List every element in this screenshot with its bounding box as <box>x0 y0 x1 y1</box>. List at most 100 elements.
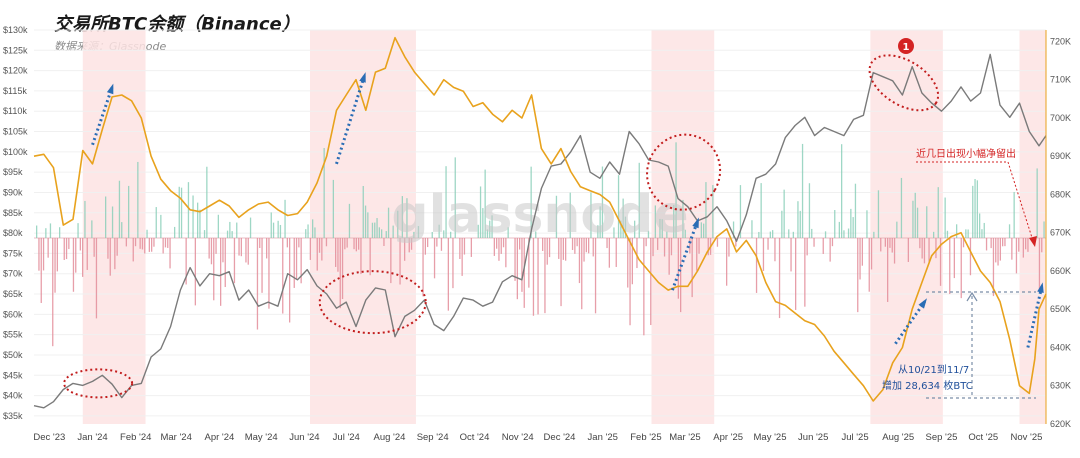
y-left-tick-label: $80k <box>3 228 23 238</box>
inflow-bar <box>1008 224 1011 238</box>
outflow-bar <box>689 238 691 254</box>
inflow-bar <box>406 198 408 238</box>
y-left-tick-label: $110k <box>3 106 27 116</box>
inflow-bar <box>178 186 180 238</box>
flow-bars <box>34 142 1046 347</box>
inflow-bar <box>371 222 374 238</box>
outflow-bar <box>887 238 889 302</box>
inflow-bar <box>647 230 650 238</box>
outflow-bar <box>139 238 141 249</box>
outflow-bar <box>615 238 617 267</box>
outflow-bar <box>436 238 438 247</box>
inflow-bar <box>397 210 399 238</box>
inflow-bar <box>758 231 760 238</box>
inflow-bar <box>933 231 935 238</box>
inflow-bar <box>332 179 334 238</box>
inflow-bar <box>808 183 811 238</box>
y-left-tick-label: $75k <box>3 248 23 258</box>
inflow-bar <box>801 143 804 238</box>
inflow-bar <box>376 218 378 238</box>
inflow-bar <box>392 225 394 238</box>
outflow-bar <box>1011 238 1013 260</box>
x-tick-label: Aug '25 <box>882 432 914 443</box>
inflow-bar <box>661 219 663 238</box>
inflow-bar <box>981 229 983 238</box>
outflow-bar <box>240 238 242 257</box>
highlight-ellipse <box>63 368 134 399</box>
outflow-bar <box>668 238 670 275</box>
outflow-bar <box>990 238 992 249</box>
inflow-bar <box>799 210 801 238</box>
callout-arrowhead <box>1029 236 1037 247</box>
outflow-bar <box>141 238 144 250</box>
outflow-bar <box>505 238 507 268</box>
inflow-bar <box>180 187 183 238</box>
inflow-bar <box>617 175 620 238</box>
inflow-bar <box>91 220 93 238</box>
outflow-bar <box>923 238 926 264</box>
inflow-bar <box>705 182 707 238</box>
outflow-bar <box>496 238 498 249</box>
x-tick-label: Jul '25 <box>841 432 868 443</box>
outflow-bar <box>321 238 323 261</box>
inflow-bar <box>838 221 840 238</box>
y-left-tick-label: $65k <box>3 289 23 299</box>
outflow-bar <box>422 238 424 297</box>
outflow-bar <box>125 238 127 247</box>
x-tick-label: Jan '24 <box>77 432 107 443</box>
outflow-bar <box>592 238 594 257</box>
inflow-bar <box>937 187 939 238</box>
inflow-bar <box>912 200 914 238</box>
inflow-bar <box>305 229 307 238</box>
inflow-bar <box>160 214 162 238</box>
outflow-bar <box>107 238 109 259</box>
inflow-bar <box>203 230 206 238</box>
outflow-bar <box>716 238 719 247</box>
highlight-band <box>1019 30 1046 424</box>
outflow-bar <box>433 238 436 279</box>
outflow-bar <box>893 238 896 264</box>
outflow-bar <box>390 238 392 284</box>
trend-arrow <box>1026 285 1044 348</box>
inflow-bar <box>479 186 482 238</box>
inflow-bar <box>454 157 456 238</box>
y-left-tick-label: $115k <box>3 86 27 96</box>
y-right-tick-label: 680K <box>1050 189 1071 199</box>
outflow-bar <box>544 238 546 314</box>
outflow-bar <box>884 238 886 247</box>
inflow-bar <box>450 231 452 238</box>
inflow-bar <box>760 183 762 238</box>
axes: $35k $40k $45k $50k $55k $60k $65k $70k $75k $80k… <box>3 25 1071 443</box>
outflow-bar <box>588 238 590 254</box>
inflow-bar <box>236 222 238 238</box>
outflow-bar <box>109 238 111 276</box>
inflow-bar <box>700 222 702 238</box>
outflow-bar <box>985 238 988 251</box>
outflow-bar <box>728 238 730 257</box>
badge-circle <box>898 38 914 54</box>
inflow-bar <box>622 198 624 238</box>
outflow-bar <box>643 238 645 336</box>
outflow-bar <box>1025 238 1027 250</box>
y-left-tick-label: $95k <box>3 167 23 177</box>
outflow-bar <box>969 238 972 276</box>
y-right-tick-label: 620K <box>1050 419 1071 429</box>
outflow-bar <box>93 238 95 257</box>
y-right-tick-label: 690K <box>1050 151 1071 161</box>
trend-arrow <box>894 300 926 345</box>
x-tick-label: Sep '25 <box>925 432 957 443</box>
y-left-tick-label: $100k <box>3 147 28 157</box>
x-tick-label: May '25 <box>754 432 787 443</box>
inflow-bar <box>249 217 252 238</box>
outflow-bar <box>215 238 217 254</box>
outflow-bar <box>238 238 240 256</box>
outflow-bar <box>921 238 923 259</box>
outflow-bar <box>427 238 429 248</box>
outflow-bar <box>404 238 406 261</box>
inflow-bar <box>956 224 958 238</box>
outflow-bar <box>440 238 443 251</box>
y-left-tick-label: $55k <box>3 330 23 340</box>
outflow-bar <box>461 238 463 276</box>
outflow-bar <box>300 238 302 284</box>
trend-arrowhead <box>359 72 366 83</box>
